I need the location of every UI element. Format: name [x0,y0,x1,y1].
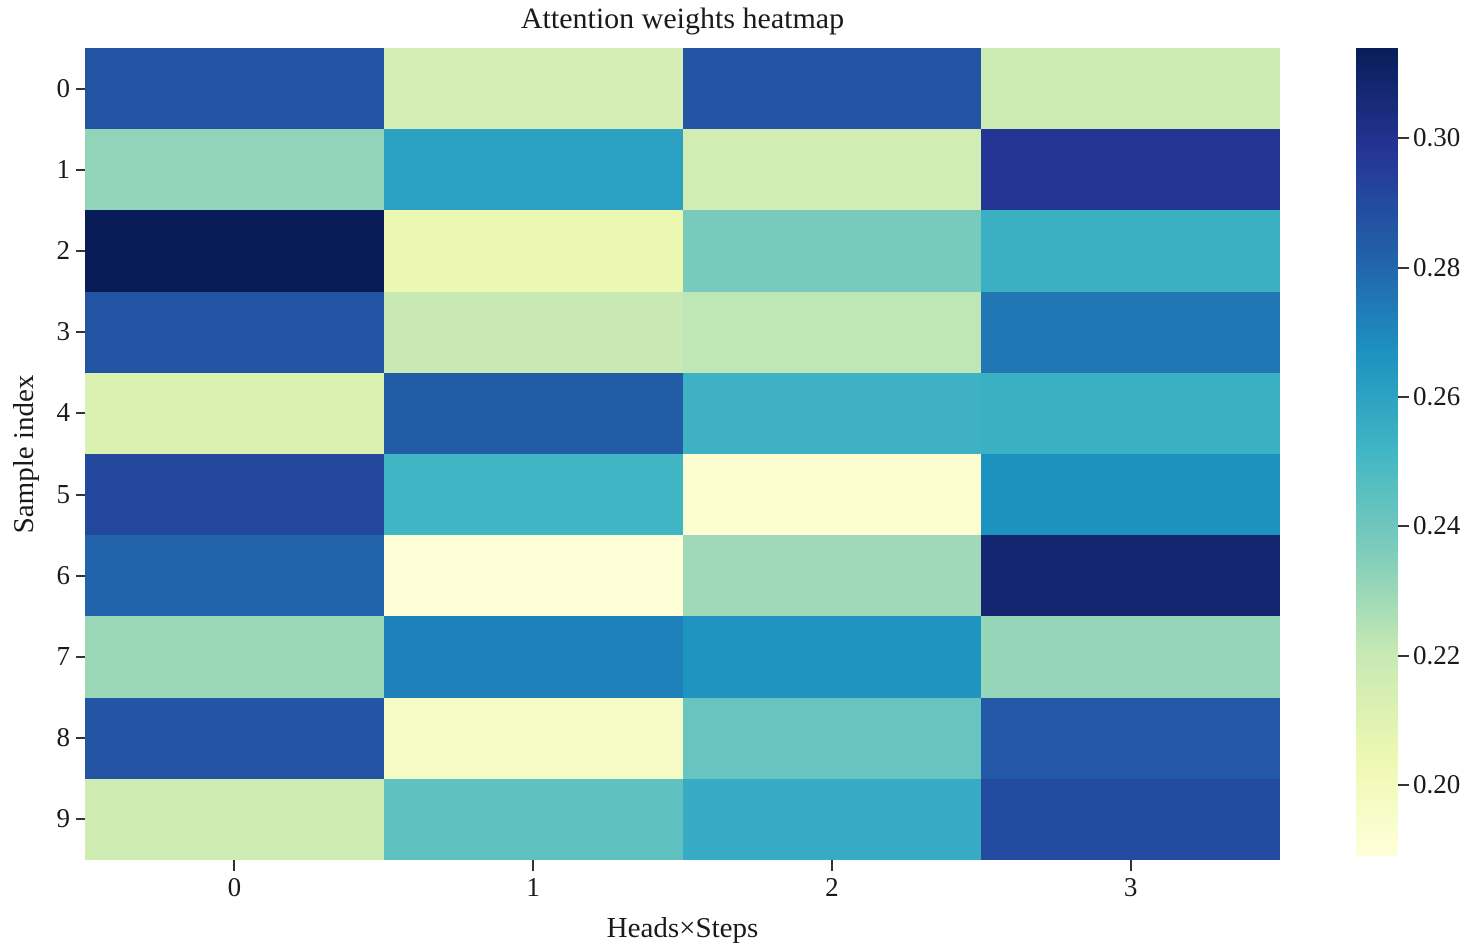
colorbar-tick-label: 0.30 [1413,122,1461,153]
colorbar-tick-mark [1398,783,1409,786]
colorbar-tick-label: 0.28 [1413,251,1461,282]
heatmap-cell [981,535,1280,617]
heatmap-cell [85,372,384,454]
y-tick-label: 1 [56,153,71,184]
heatmap-cell [85,535,384,617]
heatmap-cell [682,129,982,211]
x-tick-label: 3 [1123,872,1138,902]
heatmap-cell [85,291,384,373]
y-tick-mark [76,493,85,496]
x-tick-label: 0 [227,872,242,902]
x-tick-mark [1129,860,1132,871]
heatmap-cell [682,48,982,130]
x-axis-label: Heads×Steps [606,912,759,944]
heatmap-cell [85,778,384,860]
colorbar-tick-label: 0.26 [1413,381,1461,412]
heatmap-cell [383,778,683,860]
colorbar-tick-mark [1398,525,1409,528]
colorbar-tick-label: 0.20 [1413,768,1461,799]
y-tick-mark [76,331,85,334]
x-tick-mark [233,860,236,871]
heatmap-cell [383,372,683,454]
heatmap-cell [682,291,982,373]
heatmap-cell [682,210,982,292]
x-tick-mark [532,860,535,871]
y-tick-mark [76,87,85,90]
heatmap-cell [682,453,982,536]
y-tick-label: 2 [56,235,71,265]
heatmap-cell [383,129,683,211]
y-tick-label: 7 [56,641,71,671]
y-tick-mark [76,412,85,415]
heatmap-cell [981,616,1280,698]
heatmap-cell [85,616,384,698]
heatmap-cell [383,697,683,779]
heatmap-cell [981,291,1280,373]
y-tick-mark [76,574,85,577]
heatmap-cell [981,697,1280,779]
heatmap-cell [85,129,384,211]
x-tick-label: 2 [825,872,839,902]
heatmap-cell [682,616,982,698]
y-tick-label: 5 [56,478,71,509]
heatmap-cell [682,535,982,617]
chart-title: Attention weights heatmap [520,2,845,35]
heatmap-cell [383,210,683,292]
heatmap-cell [981,778,1280,860]
y-tick-label: 6 [56,559,71,590]
y-axis-label-text: Sample index [8,374,40,534]
y-tick-mark [76,168,85,171]
y-tick-label: 9 [56,803,71,834]
y-tick-label: 0 [56,72,71,103]
heatmap-cell [383,48,683,130]
y-tick-label: 4 [56,397,71,428]
x-tick-label: 1 [526,872,540,902]
colorbar-tick-mark [1398,266,1409,269]
y-tick-mark [76,818,85,821]
heatmap-cell [682,778,982,860]
y-tick-label: 3 [56,316,71,347]
y-tick-mark [76,737,85,740]
y-tick-label: 8 [56,722,71,753]
y-tick-mark [76,656,85,658]
heatmap-cell [383,291,683,373]
x-tick-mark [830,860,833,871]
heatmap-cell [85,453,384,536]
colorbar-tick-mark [1398,654,1409,657]
heatmap-plot [85,48,1280,860]
colorbar-tick-mark [1398,137,1409,140]
heatmap-cell [981,372,1280,454]
heatmap-cell [85,210,384,292]
heatmap-cell [383,535,683,617]
heatmap-cell [981,210,1280,292]
colorbar-tick-mark [1398,396,1409,399]
heatmap-cell [383,616,683,698]
heatmap-cell [85,697,384,779]
heatmap-cell [981,48,1280,130]
colorbar-tick-label: 0.24 [1413,510,1461,541]
y-tick-mark [76,250,85,252]
heatmap-cell [682,697,982,779]
heatmap-cell [383,453,683,536]
heatmap-cell [85,48,384,130]
heatmap-cell [981,129,1280,211]
colorbar [1356,48,1398,856]
colorbar-tick-label: 0.22 [1413,639,1461,670]
heatmap-cell [981,453,1280,536]
heatmap-cell [682,372,982,454]
